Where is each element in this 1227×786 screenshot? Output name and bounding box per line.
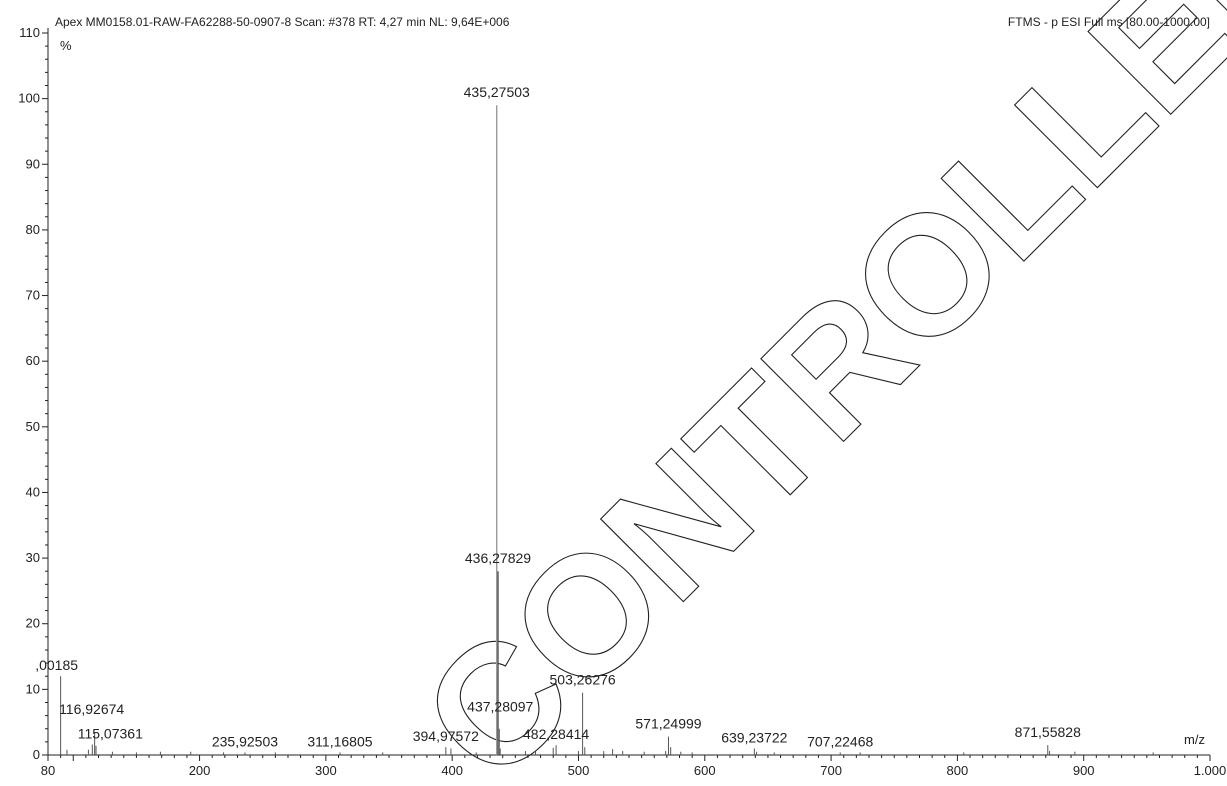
x-tick-label: 1.000 bbox=[1194, 763, 1227, 778]
x-tick-label: 700 bbox=[820, 763, 842, 778]
header-scan-filter: FTMS - p ESI Full ms [80.00-1000.00] bbox=[1008, 15, 1210, 29]
peak-label: 235,92503 bbox=[212, 733, 278, 749]
x-axis-label: m/z bbox=[1184, 732, 1205, 747]
peak-label: 394,97572 bbox=[413, 728, 479, 744]
x-tick-label: 300 bbox=[315, 763, 337, 778]
x-tick-label: 600 bbox=[694, 763, 716, 778]
axes: 0 10 20 30 40 50 60 70 80 90 100 110 80 200 300 400 500 6… bbox=[18, 25, 1226, 778]
x-tick-label: 900 bbox=[1073, 763, 1095, 778]
x-tick-label: 80 bbox=[41, 763, 55, 778]
y-tick-label: 110 bbox=[19, 25, 40, 40]
y-tick-label: 0 bbox=[33, 747, 40, 762]
header-scan-info: Apex MM0158.01-RAW-FA62288-50-0907-8 Sca… bbox=[55, 15, 510, 29]
peak-label: 871,55828 bbox=[1015, 724, 1081, 740]
y-tick-label: 50 bbox=[26, 419, 40, 434]
peak-label: ,00185 bbox=[35, 657, 78, 673]
y-tick-label: 10 bbox=[26, 681, 40, 696]
peak-labels: ,00185 115,07361 116,92674 235,92503 311,168… bbox=[35, 84, 1081, 749]
watermark-text: CONTROLLED COPY bbox=[387, 0, 1227, 781]
y-tick-label: 90 bbox=[26, 156, 40, 171]
peaks bbox=[60, 105, 1154, 755]
watermark: CONTROLLED COPY bbox=[386, 0, 1227, 786]
peak-label: 639,23722 bbox=[721, 729, 787, 745]
y-tick-label: 40 bbox=[26, 484, 40, 499]
peak-label: 437,28097 bbox=[467, 699, 533, 715]
x-tick-label: 200 bbox=[189, 763, 211, 778]
x-tick-label: 800 bbox=[947, 763, 969, 778]
peak-label: 435,27503 bbox=[464, 84, 530, 100]
peak-label: 115,07361 bbox=[78, 725, 143, 741]
peak-label: 571,24999 bbox=[635, 716, 701, 732]
y-tick-label: 60 bbox=[26, 353, 40, 368]
y-tick-label: 20 bbox=[26, 616, 40, 631]
y-tick-label: 70 bbox=[26, 288, 40, 303]
x-tick-label: 500 bbox=[568, 763, 590, 778]
y-axis-label: % bbox=[60, 38, 72, 53]
peak-label: 707,22468 bbox=[807, 733, 873, 749]
y-tick-label: 80 bbox=[26, 222, 40, 237]
peak-label: 311,16805 bbox=[307, 733, 372, 749]
y-tick-label: 30 bbox=[26, 550, 40, 565]
peak-label: 116,92674 bbox=[59, 701, 124, 717]
peak-label: 482,28414 bbox=[523, 726, 589, 742]
y-tick-label: 100 bbox=[18, 91, 40, 106]
peak-label: 503,26276 bbox=[550, 672, 616, 688]
x-tick-label: 400 bbox=[441, 763, 463, 778]
peak-label: 436,27829 bbox=[465, 550, 531, 566]
